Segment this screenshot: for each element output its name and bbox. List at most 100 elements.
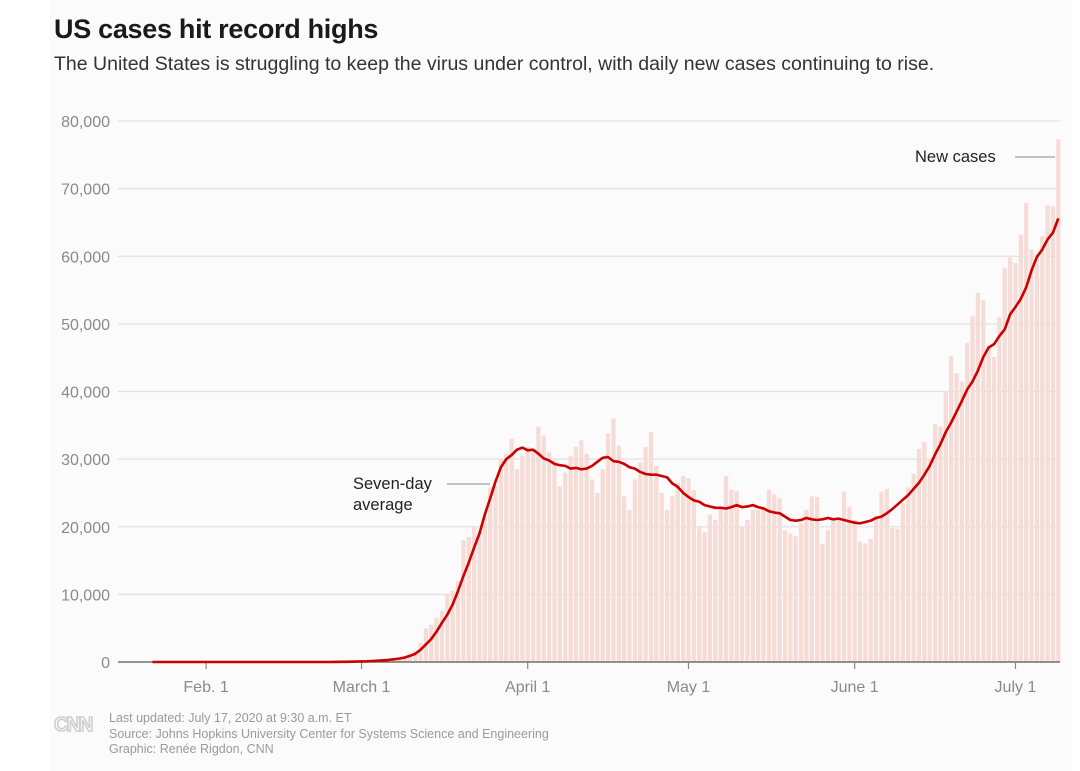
new-cases-bar (536, 426, 541, 662)
new-cases-bar (1013, 263, 1018, 662)
new-cases-bar (514, 469, 520, 662)
new-cases-bar (445, 594, 450, 663)
new-cases-bar (1056, 139, 1061, 662)
new-cases-bar (949, 356, 954, 662)
chart-title: US cases hit record highs (54, 14, 379, 44)
y-tick-label: 40,000 (61, 385, 110, 402)
new-cases-bar (638, 462, 643, 662)
new-cases-bar (820, 543, 825, 662)
new-cases-bar (1024, 202, 1029, 662)
new-cases-bar (1007, 257, 1013, 662)
new-cases-bar (847, 506, 852, 662)
new-cases-bar (493, 486, 498, 662)
new-cases-bar (477, 530, 482, 662)
annotation-seven-day-line2: average (353, 496, 413, 514)
new-cases-bar (782, 530, 788, 662)
x-tick-label: July 1 (995, 679, 1037, 696)
new-cases-bar (1018, 234, 1023, 663)
new-cases-bar (900, 503, 906, 662)
new-cases-bar (734, 490, 739, 662)
source-note: Source: Johns Hopkins University Center … (109, 726, 549, 741)
new-cases-bar (488, 487, 493, 662)
new-cases-bar (756, 509, 761, 662)
y-tick-label: 10,000 (61, 587, 110, 604)
new-cases-bar (461, 540, 466, 662)
new-cases-bar (584, 453, 589, 662)
new-cases-bar (766, 489, 772, 662)
new-cases-bar (429, 624, 434, 662)
new-cases-bar (611, 418, 616, 662)
new-cases-bar (739, 527, 745, 662)
x-tick-label: June 1 (831, 679, 879, 696)
new-cases-bar (434, 618, 439, 662)
new-cases-bar (509, 438, 514, 662)
new-cases-bar (455, 580, 461, 662)
new-cases-bar (648, 432, 654, 662)
new-cases-bar (723, 476, 729, 662)
new-cases-bar (970, 315, 975, 662)
new-cases-bar (986, 345, 991, 662)
y-tick-label: 0 (101, 655, 110, 672)
annotation-seven-day-line1: Seven-day (353, 475, 433, 493)
new-cases-bar (772, 494, 777, 662)
new-cases-bar (1034, 254, 1040, 662)
y-tick-label: 70,000 (61, 182, 110, 199)
new-cases-bar (954, 373, 959, 662)
new-cases-bar (643, 446, 648, 662)
x-axis-ticks: Feb. 1 March 1 April 1 May 1 June 1 July 1 (183, 662, 1036, 696)
chart-subtitle: The United States is struggling to keep … (54, 53, 935, 75)
new-cases-bar (761, 506, 766, 662)
new-cases-bar (868, 538, 873, 662)
new-cases-bar (890, 528, 895, 662)
cnn-logo-icon: CNN (53, 713, 95, 737)
new-cases-bar (664, 509, 670, 662)
new-cases-bar (627, 509, 632, 662)
new-cases-bar (991, 357, 997, 662)
new-cases-bar (675, 482, 680, 662)
chart-footer: Last updated: July 17, 2020 at 9:30 a.m.… (109, 711, 549, 758)
new-cases-bar (895, 528, 900, 662)
new-cases-bar (563, 472, 568, 662)
new-cases-bar (793, 536, 798, 662)
y-tick-label: 50,000 (61, 317, 110, 334)
new-cases-bar (959, 381, 964, 662)
annotation-new-cases-label: New cases (915, 148, 996, 166)
new-cases-bar (713, 519, 718, 662)
new-cases-bar (439, 610, 445, 662)
new-cases-bar (884, 488, 889, 662)
new-cases-bar (525, 446, 530, 662)
new-cases-bar (702, 532, 707, 662)
new-cases-bar (530, 451, 536, 662)
new-cases-bar (654, 465, 659, 662)
new-cases-bar (1045, 205, 1050, 662)
cnn-logo: CNN (53, 713, 100, 740)
new-cases-bar (745, 519, 750, 662)
new-cases-bar (729, 489, 734, 662)
new-cases-bar (836, 519, 841, 662)
new-cases-bar (788, 533, 793, 662)
new-cases-bar (750, 509, 755, 662)
new-cases-bar (1040, 235, 1045, 662)
y-tick-label: 30,000 (61, 452, 110, 469)
graphic-credit: Graphic: Renée Rigdon, CNN (109, 742, 274, 756)
new-cases-bar (573, 446, 579, 662)
x-tick-label: Feb. 1 (183, 679, 228, 696)
new-cases-bar (670, 496, 675, 662)
new-cases-bar (943, 391, 948, 662)
new-cases-bar (697, 526, 702, 662)
new-cases-bar (471, 526, 477, 662)
new-cases-bar (927, 459, 932, 663)
new-cases-bar (863, 543, 868, 662)
new-cases-bar (568, 455, 573, 662)
new-cases-bar (418, 643, 423, 662)
new-cases-bar (407, 653, 412, 662)
new-cases-bar (825, 530, 830, 662)
new-cases-bar (906, 487, 911, 662)
x-tick-label: April 1 (505, 679, 550, 696)
new-cases-bar (616, 445, 621, 662)
new-cases-bar (707, 514, 713, 662)
new-cases-bar (718, 506, 723, 662)
new-cases-bar (691, 490, 696, 662)
new-cases-bar (916, 448, 922, 662)
new-cases-bar (809, 496, 814, 662)
